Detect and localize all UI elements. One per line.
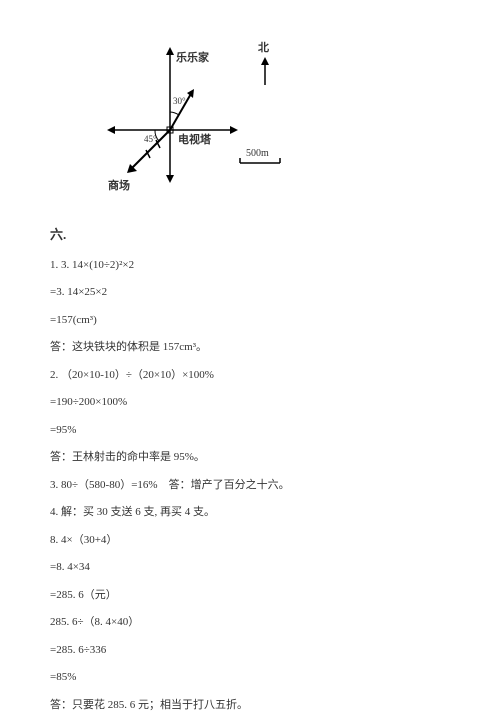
north-label: 北 (258, 40, 269, 57)
line-14: 285. 6÷（8. 4×40） (50, 614, 450, 631)
section-header: 六. (50, 225, 450, 245)
line-7: =95% (50, 422, 450, 439)
compass-diagram: 北 乐乐家 电视塔 商场 500m 30° 45° (80, 40, 300, 200)
scale-label: 500m (246, 146, 269, 161)
lele-home-label: 乐乐家 (176, 50, 209, 67)
line-17: 答：只要花 285. 6 元；相当于打八五折。 (50, 697, 450, 713)
line-16: =85% (50, 669, 450, 686)
line-13: =285. 6（元） (50, 587, 450, 604)
line-12: =8. 4×34 (50, 559, 450, 576)
line-11: 8. 4×（30+4） (50, 532, 450, 549)
angle-30-label: 30° (173, 95, 186, 109)
line-5: 2. （20×10-10）÷（20×10）×100% (50, 367, 450, 384)
line-9: 3. 80÷（580-80）=16% 答：增产了百分之十六。 (50, 477, 450, 494)
tv-tower-label: 电视塔 (178, 132, 211, 149)
line-3: =157(cm³) (50, 312, 450, 329)
line-2: =3. 14×25×2 (50, 284, 450, 301)
line-15: =285. 6÷336 (50, 642, 450, 659)
market-label: 商场 (108, 178, 130, 195)
line-10: 4. 解：买 30 支送 6 支, 再买 4 支。 (50, 504, 450, 521)
angle-45-label: 45° (144, 133, 157, 147)
line-1: 1. 3. 14×(10÷2)²×2 (50, 257, 450, 274)
line-4: 答：这块铁块的体积是 157cm³。 (50, 339, 450, 356)
line-6: =190÷200×100% (50, 394, 450, 411)
line-8: 答：王林射击的命中率是 95%。 (50, 449, 450, 466)
